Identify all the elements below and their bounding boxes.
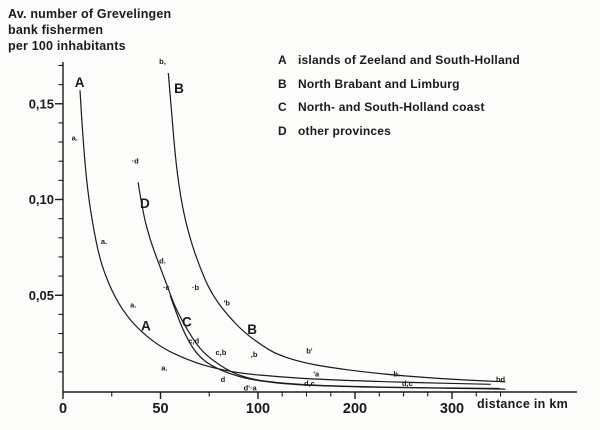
y-tick-label: 0,15 [29,96,54,111]
curve-label-C: C [182,315,192,330]
data-point-label: ·b [192,283,199,292]
curve-label-A: A [141,318,151,333]
legend-key-d: D [278,123,287,138]
legend-item-b: B North Brabant and Limburg [278,77,520,91]
data-point-label: ·c [163,283,170,292]
x-tick-label: 100 [246,401,270,417]
curve-A [79,90,491,385]
legend-key-b: B [278,76,287,91]
legend-item-d: D other provinces [278,124,520,138]
y-tick-label: 0,05 [29,288,54,303]
legend-item-a: A islands of Zeeland and South-Holland [278,53,520,67]
curve-D [137,182,500,390]
x-tick-label: 0 [59,401,67,417]
data-point-label: a. [101,237,107,246]
title-line-1: Av. number of Grevelingen [8,7,172,21]
data-point-label: d,c [304,379,315,388]
data-point-label: d. [159,256,166,265]
data-point-label: 'a [313,369,320,378]
x-tick-label: 50 [152,401,168,417]
y-tick-label: 0,10 [29,192,54,207]
legend-label-b: North Brabant and Limburg [298,76,460,91]
data-point-label: d'·a [244,384,258,393]
title-line-2: bank fishermen [8,23,104,37]
data-point-label: d [221,375,226,384]
curve-label-D: D [140,196,150,211]
legend-key-c: C [278,100,287,114]
legend-label-a: islands of Zeeland and South-Holland [298,53,520,67]
data-point-label: b' [306,346,313,355]
data-point-label: a. [130,300,136,309]
curve-label-B: B [174,81,184,96]
data-point-label: b. [393,369,400,378]
data-point-label: c,d [188,337,199,346]
x-axis-label: distance in km [477,397,569,411]
data-point-label: a. [72,134,78,143]
data-point-label: c,b [216,348,227,357]
data-point-label: a. [161,364,167,373]
legend-label-c: North- and South-Holland coast [298,100,485,114]
curve-label-A: A [75,75,85,90]
data-point-label: d,c [402,379,413,388]
data-point-label: b, [159,57,166,66]
legend: A islands of Zeeland and South-Holland B… [278,53,520,147]
curve-label-B: B [247,322,257,337]
title-line-3: per 100 inhabitants [8,39,126,53]
x-tick-label: 300 [440,401,464,417]
data-point-label: ,b [251,350,258,359]
data-point-label: ·d [132,157,139,166]
y-axis-title: Av. number of Grevelingen bank fishermen… [8,6,171,54]
data-point-label: 'b [224,298,231,307]
legend-key-a: A [278,53,287,67]
data-point-label: bd [496,375,506,384]
legend-label-d: other provinces [298,123,392,138]
legend-item-c: C North- and South-Holland coast [278,100,520,114]
curve-B [167,73,506,383]
x-tick-label: 200 [343,401,367,417]
